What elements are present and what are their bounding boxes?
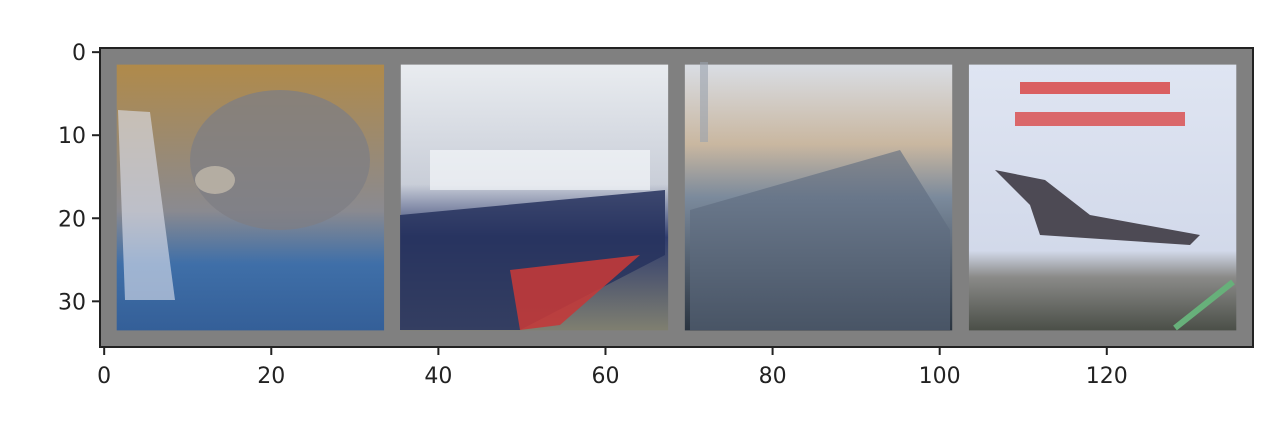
x-tick-label: 100	[919, 364, 961, 389]
y-tick-label: 30	[58, 290, 86, 315]
axes-frame	[99, 47, 1254, 348]
x-tick-label: 20	[257, 364, 285, 389]
y-tick-label: 10	[58, 124, 86, 149]
cat-head-shape	[190, 90, 370, 230]
y-tick-label: 20	[58, 207, 86, 232]
cat-ear-shape	[118, 110, 175, 300]
x-tick-label: 60	[591, 364, 619, 389]
ship1-red-shape	[510, 255, 640, 330]
x-tick-label: 0	[97, 364, 111, 389]
plane-text-shape-2	[1015, 112, 1185, 126]
y-tick-label: 0	[72, 41, 86, 66]
ship1-cabin-shape	[430, 150, 650, 190]
tile-details	[118, 62, 1235, 331]
plane-body-shape	[995, 170, 1200, 245]
cat-eye-shape	[195, 166, 235, 194]
ship1-hull-shape	[400, 190, 665, 330]
axis-ticks: 0 20 40 60 80 100 120 0 10 20 30	[58, 41, 1128, 389]
x-tick-label: 40	[424, 364, 452, 389]
x-tick-label: 80	[759, 364, 787, 389]
image-tile-airplane	[968, 64, 1237, 331]
plane-text-shape	[1020, 82, 1170, 94]
plane-stripe-shape	[1173, 279, 1235, 331]
ship2-mast-shape	[700, 62, 708, 142]
ship2-deck-shape	[690, 150, 950, 330]
x-tick-label: 120	[1086, 364, 1128, 389]
